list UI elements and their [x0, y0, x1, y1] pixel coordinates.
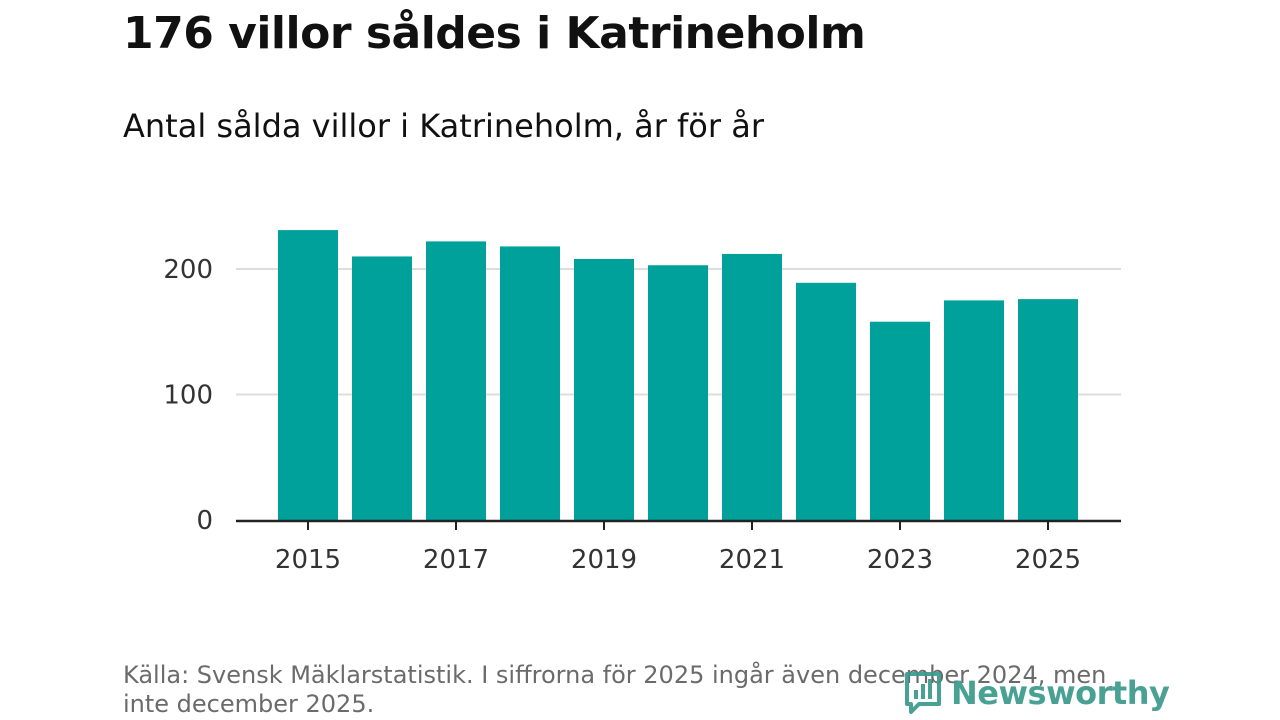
bar-2016	[352, 256, 412, 520]
y-tick-label: 200	[163, 255, 213, 285]
x-tick-label: 2025	[1015, 545, 1081, 575]
x-tick-label: 2017	[423, 545, 489, 575]
brand-name: Newsworthy	[951, 674, 1170, 712]
bar-2022	[796, 282, 856, 520]
bar-2019	[574, 258, 634, 520]
chart-subtitle: Antal sålda villor i Katrineholm, år för…	[123, 107, 764, 145]
y-tick-label: 100	[163, 381, 213, 411]
chart-title: 176 villor såldes i Katrineholm	[123, 8, 866, 59]
bar-2018	[500, 246, 560, 520]
bar-2025	[1018, 299, 1078, 520]
y-tick-label: 0	[196, 506, 213, 536]
x-tick-label: 2015	[275, 545, 341, 575]
source-note: Källa: Svensk Mäklarstatistik. I siffror…	[123, 661, 1107, 718]
bar-2021	[722, 253, 782, 520]
x-tick-label: 2019	[571, 545, 637, 575]
bar-2017	[426, 241, 486, 520]
x-tick-label: 2023	[867, 545, 933, 575]
bar-2015	[278, 230, 338, 520]
bars	[278, 230, 1078, 520]
newsworthy-logo-icon	[905, 672, 941, 714]
bar-2024	[944, 300, 1004, 520]
brand-logo: Newsworthy	[903, 668, 1170, 718]
bar-2023	[870, 321, 930, 520]
axes: 0 100 200 2015 2017 2019 2021 2023 2025	[163, 255, 1121, 575]
bar-2020	[648, 265, 708, 520]
x-tick-label: 2021	[719, 545, 785, 575]
